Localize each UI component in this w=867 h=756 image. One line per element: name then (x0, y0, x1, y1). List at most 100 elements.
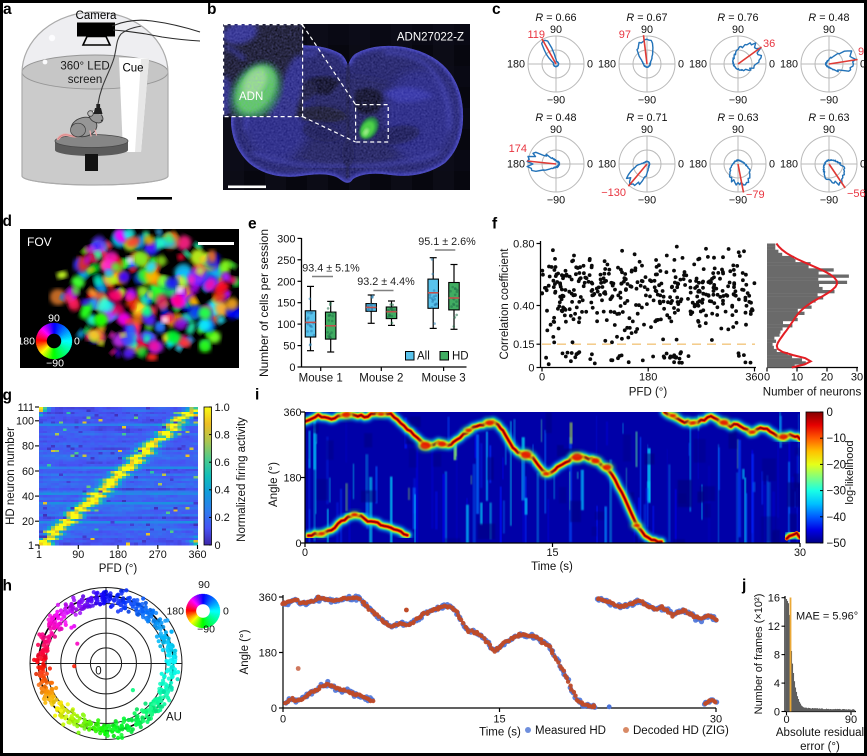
svg-text:20: 20 (22, 516, 34, 528)
svg-text:360: 360 (745, 372, 763, 384)
svg-text:PFD (°): PFD (°) (629, 387, 668, 399)
svg-text:1: 1 (28, 540, 34, 552)
svg-text:−90: −90 (638, 195, 656, 207)
svg-text:0: 0 (860, 159, 866, 171)
svg-text:90: 90 (550, 124, 562, 136)
svg-text:90: 90 (550, 24, 562, 36)
svg-text:−10: −10 (827, 433, 847, 445)
svg-text:a: a (3, 1, 12, 18)
svg-text:0.8: 0.8 (215, 429, 230, 441)
svg-text:10: 10 (791, 372, 803, 384)
svg-text:97: 97 (619, 29, 631, 41)
svg-text:i: i (255, 387, 259, 404)
svg-text:−50: −50 (827, 538, 847, 550)
svg-text:0: 0 (860, 59, 866, 71)
svg-text:119: 119 (527, 29, 545, 41)
svg-text:−79: −79 (746, 189, 765, 201)
svg-text:50: 50 (283, 341, 295, 353)
svg-text:90: 90 (732, 124, 744, 136)
svg-text:30: 30 (794, 547, 806, 559)
svg-text:0.80: 0.80 (513, 239, 534, 251)
svg-text:All: All (417, 351, 430, 363)
svg-text:HD neuron number: HD neuron number (5, 427, 17, 525)
svg-text:ADN: ADN (239, 91, 263, 103)
svg-text:36: 36 (763, 38, 775, 50)
svg-text:180: 180 (109, 549, 127, 561)
svg-text:15: 15 (493, 714, 505, 726)
svg-text:Mouse 2: Mouse 2 (359, 373, 403, 385)
svg-text:80: 80 (22, 441, 34, 453)
svg-text:0: 0 (302, 547, 308, 559)
svg-text:250: 250 (277, 255, 295, 267)
svg-text:0.4: 0.4 (215, 485, 230, 497)
svg-text:log-likelihood: log-likelihood (844, 440, 856, 504)
svg-text:90: 90 (198, 579, 210, 591)
svg-text:180: 180 (780, 59, 798, 71)
svg-text:100: 100 (16, 416, 34, 428)
svg-text:f: f (492, 216, 498, 233)
svg-text:FOV: FOV (27, 235, 52, 249)
svg-text:0: 0 (764, 372, 770, 384)
svg-text:0: 0 (678, 159, 684, 171)
svg-text:0: 0 (769, 159, 775, 171)
svg-text:0: 0 (74, 336, 80, 348)
svg-text:0: 0 (587, 159, 593, 171)
svg-text:0: 0 (295, 538, 301, 550)
svg-text:0: 0 (769, 59, 775, 71)
svg-text:90: 90 (823, 24, 835, 36)
svg-text:d: d (3, 213, 12, 230)
svg-text:0.40: 0.40 (513, 301, 534, 313)
svg-text:−130: −130 (601, 187, 626, 199)
svg-text:R = 0.71: R = 0.71 (626, 112, 667, 124)
svg-text:0: 0 (223, 606, 229, 618)
svg-text:R = 0.63: R = 0.63 (808, 112, 849, 124)
svg-text:180: 180 (598, 59, 616, 71)
svg-text:360: 360 (283, 407, 301, 419)
svg-text:Time (s): Time (s) (531, 561, 573, 573)
svg-text:screen: screen (68, 74, 103, 86)
svg-text:180: 180 (598, 159, 616, 171)
svg-text:93.4 ± 5.1%: 93.4 ± 5.1% (302, 263, 360, 275)
svg-text:−90: −90 (547, 95, 565, 107)
svg-text:20: 20 (821, 372, 833, 384)
svg-text:1.0: 1.0 (215, 402, 230, 414)
svg-text:R = 0.76: R = 0.76 (717, 12, 758, 24)
svg-text:−90: −90 (729, 95, 747, 107)
svg-text:40: 40 (22, 491, 34, 503)
svg-text:g: g (3, 387, 12, 404)
svg-text:−90: −90 (820, 195, 838, 207)
svg-text:h: h (3, 578, 12, 595)
svg-text:−40: −40 (827, 512, 847, 524)
svg-text:−56: −56 (847, 188, 866, 200)
svg-text:100: 100 (277, 319, 295, 331)
svg-text:270: 270 (149, 549, 167, 561)
svg-text:−90: −90 (46, 358, 64, 370)
svg-text:Angle (°): Angle (°) (239, 629, 251, 674)
svg-text:150: 150 (277, 298, 295, 310)
svg-text:0: 0 (827, 407, 833, 419)
svg-text:0: 0 (587, 59, 593, 71)
svg-text:R = 0.48: R = 0.48 (808, 12, 849, 24)
svg-text:360° LED: 360° LED (60, 61, 109, 73)
svg-text:e: e (248, 216, 257, 233)
svg-text:180: 180 (17, 336, 35, 348)
svg-text:15: 15 (546, 547, 558, 559)
svg-text:180: 180 (507, 159, 525, 171)
svg-text:Mouse 3: Mouse 3 (422, 373, 466, 385)
svg-text:−90: −90 (197, 624, 215, 636)
svg-text:90: 90 (732, 24, 744, 36)
svg-text:300: 300 (277, 233, 295, 245)
svg-text:Number of neurons: Number of neurons (763, 387, 862, 399)
svg-text:180: 180 (780, 159, 798, 171)
svg-text:360: 360 (188, 549, 206, 561)
svg-text:30: 30 (710, 714, 722, 726)
svg-text:Number of cells per session: Number of cells per session (257, 229, 271, 377)
svg-text:−90: −90 (820, 95, 838, 107)
svg-text:95.1 ± 2.6%: 95.1 ± 2.6% (418, 236, 476, 248)
svg-text:180: 180 (259, 648, 277, 660)
svg-text:−90: −90 (638, 95, 656, 107)
svg-text:90: 90 (72, 549, 84, 561)
svg-text:R = 0.48: R = 0.48 (535, 112, 576, 124)
svg-text:Angle (°): Angle (°) (268, 462, 280, 507)
svg-text:R = 0.66: R = 0.66 (535, 12, 576, 24)
